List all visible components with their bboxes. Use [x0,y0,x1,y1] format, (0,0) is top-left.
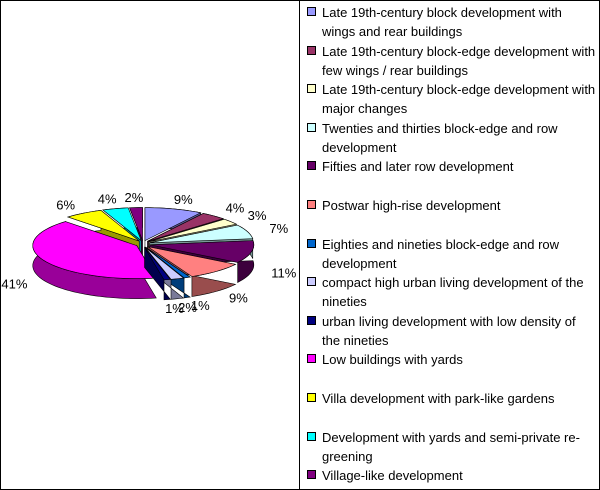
legend-label: Postwar high-rise development [322,198,501,213]
legend-label: compact high urban living development of… [322,275,584,310]
legend-item: Villa development with park-like gardens [307,389,597,408]
data-label: 41% [1,276,27,291]
legend-item: urban living development with low densit… [307,312,597,350]
pie-plot-area: 9%4% 3%7%11%9%1%2%1%41%6% 4% 2% [1,190,296,316]
pie-slice [144,207,202,242]
legend-item: Eighties and nineties block-edge and row… [307,235,597,273]
data-label: 2% [125,190,144,205]
legend-label: Late 19th-century block-edge development… [322,82,596,117]
legend-item: Fifties and later row development [307,157,597,176]
pie-slice [149,240,255,263]
pie-slice [147,213,225,242]
data-label: 7% [269,221,288,236]
legend-swatch [307,431,316,441]
legend-item: Late 19th-century block-edge development… [307,80,597,118]
pie-slice [129,207,143,241]
pie-slice [149,224,254,244]
legend-item: Twenties and thirties block-edge and row… [307,119,597,157]
data-label: 9% [229,290,248,305]
data-label: 1% [191,298,210,313]
legend-item: compact high urban living development of… [307,273,597,311]
data-label: 3% [248,208,267,223]
legend-label: urban living development with low densit… [322,313,576,348]
legend-label: Fifties and later row development [322,159,514,175]
legend-swatch [307,161,316,171]
pie-slice [32,221,157,279]
pie-slice [144,247,171,281]
data-label: 1% [165,301,184,316]
pie-slice [102,207,142,242]
legend-swatch [307,470,316,480]
pie-slice [147,246,237,277]
legend-item: Village-like development [307,466,597,485]
legend-label: Low buildings with yards [322,352,463,368]
data-label: 2% [178,300,197,315]
legend-item: Late 19th-century block development with… [307,3,597,41]
pie-slice [145,246,191,279]
legend-swatch [307,238,316,248]
pie-slice [67,210,140,242]
legend-swatch [307,122,316,132]
data-label: 4% [226,201,245,216]
data-label: 9% [174,192,193,207]
legend-swatch [307,354,316,364]
legend-swatch [307,7,316,16]
legend-label: Villa development with park-like gardens [322,391,555,406]
legend-label: Development with yards and semi-private … [322,429,580,464]
legend-label: Late 19th-century block development with… [322,5,562,39]
legend-item: Low buildings with yards [307,350,597,369]
pie-slice [144,247,185,280]
legend-item: Development with yards and semi-private … [307,428,597,466]
legend-label: Eighties and nineties block-edge and row… [322,236,560,271]
legend-item: Late 19th-century block-edge development… [307,42,597,80]
data-label: 11% [271,265,296,280]
legend-swatch [307,84,316,94]
legend-label: Late 19th-century block-edge development… [322,43,596,78]
data-label: 4% [98,191,117,206]
legend-label: Village-like development [322,468,463,484]
pie-slice [148,218,238,243]
legend-item: Postwar high-rise development [307,196,597,215]
legend-swatch [307,315,316,325]
legend: Late 19th-century block development with… [299,1,599,489]
legend-swatch [307,200,316,209]
legend-label: Twenties and thirties block-edge and row… [322,120,558,155]
legend-swatch [307,277,316,287]
legend-swatch [307,393,316,402]
data-label: 6% [56,197,75,212]
legend-swatch [307,45,316,55]
